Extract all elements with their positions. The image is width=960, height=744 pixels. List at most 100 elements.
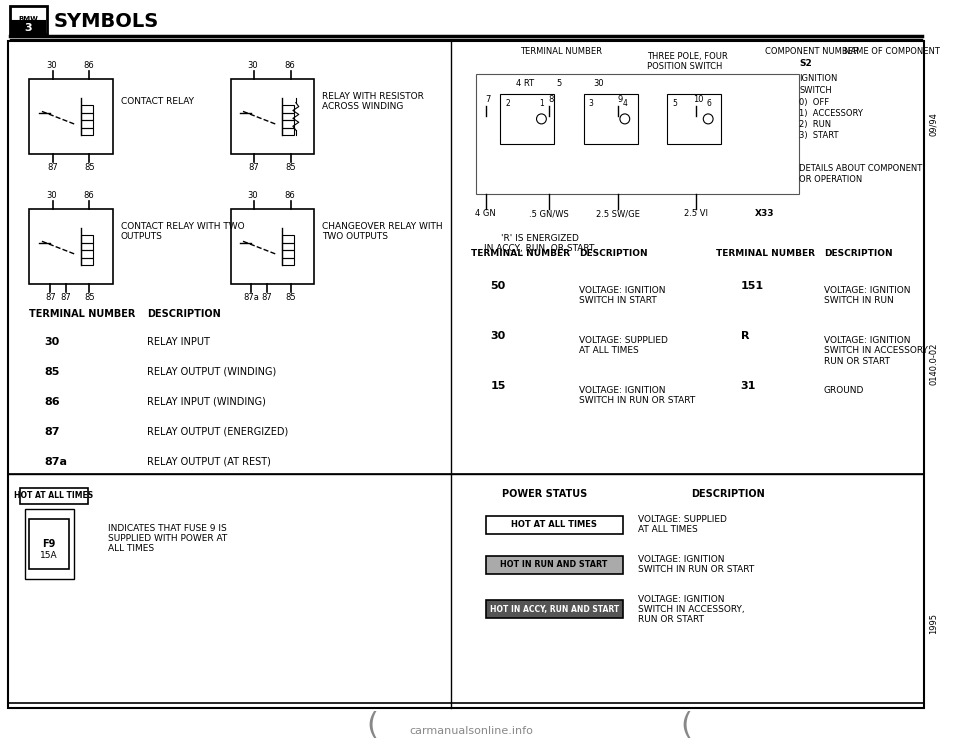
Text: CHANGEOVER RELAY WITH
TWO OUTPUTS: CHANGEOVER RELAY WITH TWO OUTPUTS [322,222,443,241]
Text: 1)  ACCESSORY: 1) ACCESSORY [800,109,863,118]
Text: 86: 86 [284,191,295,200]
Text: 1: 1 [540,100,544,109]
Bar [500,94,554,144]
Text: 15A: 15A [40,551,58,560]
Text: .5 GN/WS: .5 GN/WS [529,209,569,218]
Text: VOLTAGE: IGNITION
SWITCH IN RUN OR START: VOLTAGE: IGNITION SWITCH IN RUN OR START [637,555,754,574]
Text: NAME OF COMPONENT: NAME OF COMPONENT [844,48,940,57]
Text: 8: 8 [548,95,554,104]
Text: 0)  OFF: 0) OFF [800,98,829,107]
Text: 30: 30 [593,80,604,89]
Text: HOT AT ALL TIMES: HOT AT ALL TIMES [14,491,93,500]
Text: VOLTAGE: IGNITION
SWITCH IN START: VOLTAGE: IGNITION SWITCH IN START [579,286,665,305]
Bar [282,243,294,250]
Text: VOLTAGE: IGNITION
SWITCH IN ACCESSORY,
RUN OR START: VOLTAGE: IGNITION SWITCH IN ACCESSORY, R… [637,594,744,624]
Text: RELAY INPUT: RELAY INPUT [147,337,210,347]
Text: 10: 10 [693,95,704,104]
Text: 86: 86 [284,62,295,71]
Bar [81,250,93,257]
Bar [25,509,74,579]
Text: 2.5 VI: 2.5 VI [684,209,708,218]
Text: 6: 6 [707,100,711,109]
Text: HOT IN ACCY, RUN AND START: HOT IN ACCY, RUN AND START [490,605,619,614]
Text: 50: 50 [491,280,506,291]
Text: 4 RT: 4 RT [516,80,534,89]
Text: F9: F9 [42,539,56,548]
Bar [81,257,93,265]
Text: 2)  RUN: 2) RUN [800,121,831,129]
Text: 3)  START: 3) START [800,132,839,141]
Text: TERMINAL NUMBER: TERMINAL NUMBER [716,249,815,258]
Text: DESCRIPTION: DESCRIPTION [824,249,893,258]
Text: SYMBOLS: SYMBOLS [54,13,159,31]
Text: 2.5 SW/GE: 2.5 SW/GE [596,209,640,218]
Text: 7: 7 [485,95,491,104]
Text: 86: 86 [84,62,94,71]
Text: VOLTAGE: IGNITION
SWITCH IN ACCESSORY,
RUN OR START: VOLTAGE: IGNITION SWITCH IN ACCESSORY, R… [824,336,930,365]
Text: RELAY INPUT (WINDING): RELAY INPUT (WINDING) [147,397,266,407]
Bar [30,209,112,283]
Text: R: R [740,331,749,341]
Bar [10,6,47,34]
Text: 87: 87 [47,164,59,173]
Bar [282,257,294,265]
Text: 151: 151 [740,280,763,291]
Text: 87: 87 [249,164,259,173]
Text: 3: 3 [25,23,33,33]
Bar [667,94,721,144]
Text: X33: X33 [756,209,775,218]
Bar [486,556,623,574]
Text: VOLTAGE: IGNITION
SWITCH IN RUN OR START: VOLTAGE: IGNITION SWITCH IN RUN OR START [579,385,695,405]
Text: BMW: BMW [18,16,38,22]
Text: 85: 85 [285,164,296,173]
Text: RELAY OUTPUT (WINDING): RELAY OUTPUT (WINDING) [147,367,276,376]
Text: (: ( [367,711,378,740]
Text: THREE POLE, FOUR
POSITION SWITCH: THREE POLE, FOUR POSITION SWITCH [647,52,728,71]
Bar [486,516,623,533]
Text: 5: 5 [557,80,562,89]
Bar [282,128,294,135]
Text: 30: 30 [491,331,506,341]
Bar [282,235,294,243]
Text: RELAY WITH RESISTOR
ACROSS WINDING: RELAY WITH RESISTOR ACROSS WINDING [322,92,423,111]
Text: 1995: 1995 [929,613,938,634]
Text: 2: 2 [505,100,510,109]
Text: TERMINAL NUMBER: TERMINAL NUMBER [520,48,602,57]
Text: TERMINAL NUMBER: TERMINAL NUMBER [30,309,135,318]
Text: VOLTAGE: SUPPLIED
AT ALL TIMES: VOLTAGE: SUPPLIED AT ALL TIMES [579,336,667,355]
Text: 85: 85 [285,293,296,302]
Text: 5: 5 [672,100,677,109]
Text: 87: 87 [45,293,56,302]
Text: 87: 87 [262,293,273,302]
Text: RELAY OUTPUT (AT REST): RELAY OUTPUT (AT REST) [147,457,271,466]
Text: 30: 30 [46,62,57,71]
Text: S2: S2 [800,60,812,68]
Bar [230,209,314,283]
Text: TERMINAL NUMBER: TERMINAL NUMBER [470,249,570,258]
Text: DETAILS ABOUT COMPONENT
OR OPERATION: DETAILS ABOUT COMPONENT OR OPERATION [800,164,923,184]
Bar [81,235,93,243]
Text: INDICATES THAT FUSE 9 IS
SUPPLIED WITH POWER AT
ALL TIMES: INDICATES THAT FUSE 9 IS SUPPLIED WITH P… [108,524,228,554]
Text: 09/94: 09/94 [929,112,938,136]
Text: 9: 9 [617,95,622,104]
Text: HOT IN RUN AND START: HOT IN RUN AND START [500,560,608,569]
Text: 30: 30 [46,191,57,200]
Text: 87a: 87a [44,457,67,466]
Bar [30,79,112,154]
Bar [282,112,294,120]
Bar [230,79,314,154]
Text: 31: 31 [740,381,756,391]
Text: 87: 87 [44,426,60,437]
Text: 86: 86 [84,191,94,200]
Text: 0140.0-02: 0140.0-02 [929,342,938,385]
Text: DESCRIPTION: DESCRIPTION [147,309,221,318]
Bar [584,94,637,144]
Text: CONTACT RELAY: CONTACT RELAY [121,97,194,106]
Bar [282,250,294,257]
Text: VOLTAGE: SUPPLIED
AT ALL TIMES: VOLTAGE: SUPPLIED AT ALL TIMES [637,515,727,534]
Text: 30: 30 [248,191,258,200]
Text: 86: 86 [44,397,60,407]
Text: POWER STATUS: POWER STATUS [502,489,587,498]
Text: 15: 15 [491,381,506,391]
Text: 30: 30 [44,337,60,347]
